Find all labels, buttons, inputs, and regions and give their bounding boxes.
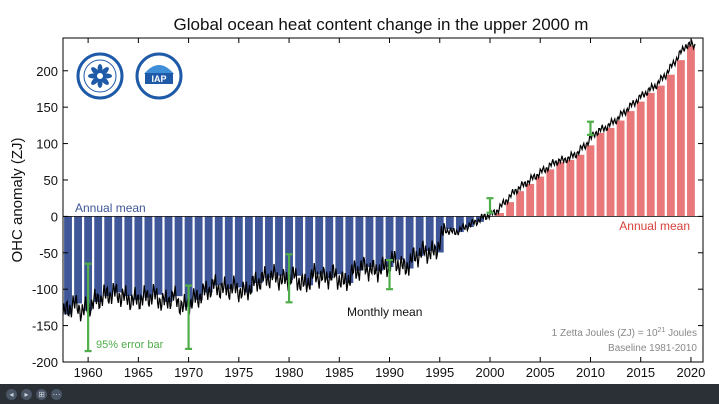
- x-tick-label: 1965: [124, 365, 153, 380]
- annual-mean-bar: [525, 183, 535, 217]
- more-options-button[interactable]: ⋯: [51, 388, 62, 400]
- annual-mean-bar: [274, 216, 284, 277]
- annual-mean-bar: [103, 216, 113, 297]
- annual-mean-left-label: Annual mean: [75, 201, 146, 215]
- annual-mean-bar: [294, 216, 304, 277]
- x-tick-label: 1980: [275, 365, 304, 380]
- y-tick-label: -150: [32, 319, 58, 334]
- annual-mean-bar: [535, 176, 545, 217]
- x-tick-label: 2020: [676, 365, 705, 380]
- annual-mean-bar: [575, 154, 585, 217]
- annual-mean-bar: [666, 74, 676, 217]
- annual-mean-bar: [545, 168, 555, 217]
- x-tick-label: 1990: [375, 365, 404, 380]
- annual-mean-bar: [636, 101, 646, 217]
- annual-mean-bar: [445, 216, 455, 230]
- annual-mean-bar: [585, 144, 595, 217]
- annual-mean-bar: [646, 92, 656, 217]
- annual-mean-bar: [626, 110, 636, 217]
- error-bar-label: 95% error bar: [96, 339, 164, 351]
- ohc-chart: Global ocean heat content change in the …: [9, 15, 705, 380]
- annual-mean-bar: [505, 201, 515, 217]
- slide: Global ocean heat content change in the …: [0, 0, 719, 384]
- x-tick-label: 1970: [174, 365, 203, 380]
- cas-logo-petal: [91, 67, 100, 76]
- cas-logo-petal: [100, 76, 109, 85]
- annual-mean-bar: [656, 85, 666, 217]
- x-tick-label: 1995: [425, 365, 454, 380]
- annual-mean-bar: [565, 159, 575, 217]
- x-tick-label: 2015: [626, 365, 655, 380]
- annual-mean-bar: [234, 216, 244, 289]
- cas-logo-ring: [83, 59, 117, 93]
- y-tick-label: -100: [32, 282, 58, 297]
- annual-mean-bar: [395, 216, 405, 261]
- cas-logo-petal: [100, 67, 109, 76]
- cas-logo-petal: [97, 78, 103, 88]
- y-tick-label: 100: [36, 137, 58, 152]
- annual-mean-bar: [63, 216, 73, 315]
- annual-mean-bar: [143, 216, 153, 299]
- annual-mean-bar: [174, 216, 184, 297]
- cas-logo-petal: [102, 73, 112, 79]
- annual-mean-bar: [153, 216, 163, 296]
- annual-mean-bar: [224, 216, 234, 290]
- baseline-note: Baseline 1981-2010: [608, 343, 697, 354]
- y-axis-label: OHC anomaly (ZJ): [9, 137, 26, 262]
- iap-logo-dome: [144, 65, 174, 74]
- annual-mean-bar: [113, 216, 123, 294]
- annual-mean-bar: [686, 44, 696, 217]
- annual-mean-bar: [314, 216, 324, 275]
- cas-logo-center: [97, 73, 103, 79]
- annual-mean-bar: [264, 216, 274, 279]
- annual-mean-bar: [606, 127, 616, 217]
- y-tick-label: -50: [39, 246, 58, 261]
- iap-logo-text: IAP: [151, 74, 166, 84]
- annual-mean-bar: [595, 132, 606, 217]
- y-tick-label: 200: [36, 64, 58, 79]
- next-slide-button[interactable]: ▸: [21, 388, 32, 400]
- monthly-mean-label: Monthly mean: [347, 305, 422, 319]
- iap-logo-band: [145, 73, 173, 84]
- previous-slide-button[interactable]: ◂: [6, 388, 17, 400]
- chart-title: Global ocean heat content change in the …: [174, 15, 589, 34]
- y-tick-label: 0: [51, 209, 58, 224]
- annual-mean-right-label: Annual mean: [619, 219, 690, 233]
- annual-mean-bar: [354, 216, 364, 272]
- y-tick-label: 150: [36, 100, 58, 115]
- annual-mean-bar: [676, 59, 686, 217]
- annual-mean-bar: [163, 216, 174, 303]
- unit-note: 1 Zetta Joules (ZJ) = 1021 Joules: [552, 327, 697, 339]
- slide-sorter-button[interactable]: ⊞: [36, 388, 47, 400]
- annual-mean-bar: [73, 216, 83, 305]
- annual-mean-bar: [364, 216, 374, 268]
- annual-mean-bar: [495, 212, 505, 217]
- monthly-mean-line: [62, 38, 696, 322]
- cas-logo-petal: [88, 73, 98, 79]
- y-tick-label: -200: [32, 355, 58, 370]
- x-tick-label: 1975: [224, 365, 253, 380]
- cas-logo-petal: [97, 64, 103, 74]
- annual-mean-bar: [194, 216, 204, 301]
- annual-mean-bar: [616, 119, 626, 217]
- x-tick-label: 1960: [74, 365, 103, 380]
- annual-mean-bar: [555, 161, 565, 217]
- annual-mean-bar: [334, 216, 344, 275]
- plot-frame: [62, 37, 704, 363]
- x-tick-label: 2000: [476, 365, 505, 380]
- y-tick-label: 50: [44, 173, 58, 188]
- annual-mean-bar: [123, 216, 133, 297]
- annual-mean-bar: [515, 190, 525, 217]
- cas-logo-petal: [91, 76, 100, 85]
- x-tick-label: 2005: [526, 365, 555, 380]
- x-tick-label: 1985: [325, 365, 354, 380]
- x-tick-label: 2010: [576, 365, 605, 380]
- presentation-statusbar: ◂ ▸ ⊞ ⋯: [0, 384, 719, 404]
